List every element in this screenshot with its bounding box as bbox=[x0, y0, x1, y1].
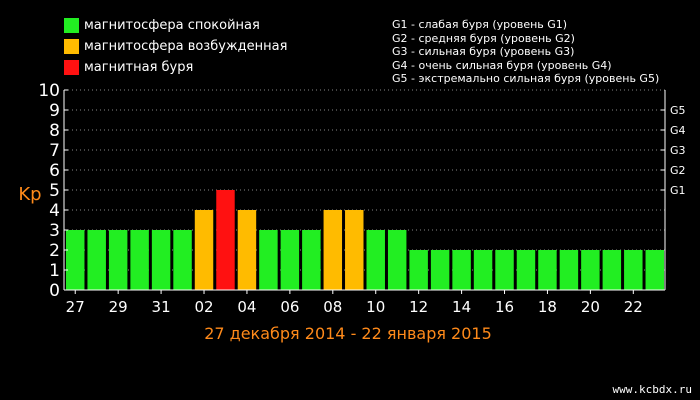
storm-level-description: G2 - средняя буря (уровень G2) bbox=[392, 31, 575, 45]
g-tick-label: G5 bbox=[670, 104, 686, 117]
y-tick-label: 5 bbox=[49, 181, 60, 201]
kp-bar bbox=[87, 230, 106, 290]
storm-level-description: G1 - слабая буря (уровень G1) bbox=[392, 18, 568, 31]
x-tick-label: 29 bbox=[109, 298, 128, 316]
y-axis-title: Kp bbox=[18, 184, 41, 205]
y-tick-label: 9 bbox=[49, 101, 60, 121]
kp-bar bbox=[130, 230, 149, 290]
kp-bar bbox=[345, 210, 364, 290]
x-tick-label: 14 bbox=[452, 298, 471, 316]
kp-bar bbox=[302, 230, 321, 290]
x-tick-label: 12 bbox=[409, 298, 428, 316]
y-tick-label: 2 bbox=[49, 241, 60, 261]
kp-bar bbox=[495, 250, 514, 290]
kp-bar bbox=[366, 230, 385, 290]
kp-bar bbox=[323, 210, 343, 290]
g-tick-label: G2 bbox=[670, 164, 686, 177]
legend-label: магнитосфера возбужденная bbox=[84, 39, 288, 54]
y-tick-label: 0 bbox=[49, 281, 60, 301]
kp-bar bbox=[473, 250, 493, 290]
kp-bar bbox=[581, 250, 600, 290]
kp-bar bbox=[624, 250, 643, 290]
kp-bar bbox=[538, 250, 557, 290]
kp-bar bbox=[430, 250, 450, 290]
legend-swatch bbox=[64, 60, 79, 75]
y-tick-label: 7 bbox=[49, 141, 60, 161]
y-tick-label: 8 bbox=[49, 121, 60, 141]
x-tick-label: 20 bbox=[581, 298, 600, 316]
kp-bar bbox=[280, 230, 300, 290]
y-tick-label: 10 bbox=[38, 81, 60, 101]
x-tick-label: 16 bbox=[495, 298, 514, 316]
storm-level-description: G4 - очень сильная буря (уровень G4) bbox=[392, 58, 612, 72]
y-tick-label: 3 bbox=[49, 221, 60, 241]
kp-bar bbox=[387, 230, 407, 290]
x-tick-label: 31 bbox=[152, 298, 171, 316]
x-tick-label: 06 bbox=[280, 298, 299, 316]
g-tick-label: G4 bbox=[670, 124, 686, 137]
kp-bar bbox=[645, 250, 664, 290]
x-tick-label: 10 bbox=[366, 298, 385, 316]
g-tick-label: G1 bbox=[670, 184, 686, 197]
kp-bar bbox=[66, 230, 85, 290]
kp-bar bbox=[108, 230, 128, 290]
kp-bar bbox=[602, 250, 622, 290]
kp-bar bbox=[194, 210, 214, 290]
storm-level-description: G3 - сильная буря (уровень G3) bbox=[392, 45, 575, 58]
x-tick-label: 18 bbox=[538, 298, 557, 316]
storm-level-description: G5 - экстремально сильная буря (уровень … bbox=[392, 72, 660, 85]
x-tick-label: 27 bbox=[66, 298, 85, 316]
legend-swatch bbox=[64, 18, 79, 33]
x-tick-label: 22 bbox=[624, 298, 643, 316]
legend-swatch bbox=[64, 39, 79, 54]
kp-bar bbox=[559, 250, 579, 290]
x-axis-title: 27 декабря 2014 - 22 января 2015 bbox=[204, 324, 492, 343]
legend-label: магнитная буря bbox=[84, 60, 194, 75]
kp-bar bbox=[452, 250, 471, 290]
kp-bar bbox=[151, 230, 171, 290]
y-tick-label: 4 bbox=[49, 201, 60, 221]
kp-bar bbox=[259, 230, 278, 290]
legend-label: магнитосфера спокойная bbox=[84, 18, 260, 33]
kp-bar bbox=[173, 230, 192, 290]
x-tick-label: 08 bbox=[323, 298, 342, 316]
y-tick-label: 6 bbox=[49, 161, 60, 181]
kp-bar bbox=[516, 250, 536, 290]
kp-bar bbox=[237, 210, 257, 290]
y-tick-label: 1 bbox=[49, 261, 60, 281]
g-tick-label: G3 bbox=[670, 144, 686, 157]
x-tick-label: 04 bbox=[237, 298, 256, 316]
kp-bar bbox=[216, 190, 235, 290]
site-watermark: www.kcbdx.ru bbox=[612, 383, 692, 396]
x-tick-label: 02 bbox=[194, 298, 213, 316]
kp-bar bbox=[409, 250, 428, 290]
